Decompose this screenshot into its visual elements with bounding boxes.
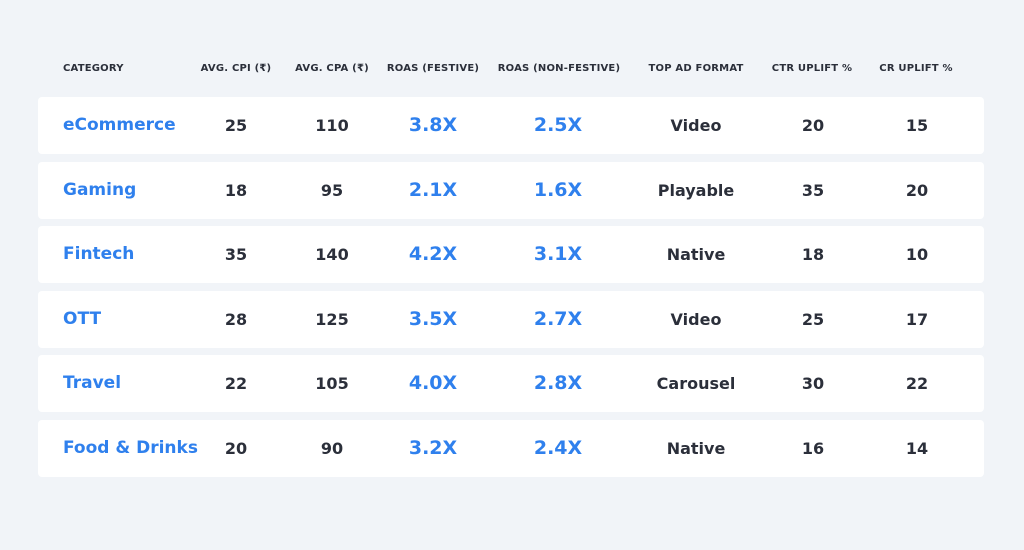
- cr-uplift-cell: 14: [905, 439, 929, 458]
- cpi-cell: 25: [224, 116, 248, 135]
- cr-uplift-cell: 20: [905, 181, 929, 200]
- header-avg-cpa: AVG. CPA (₹): [295, 63, 369, 74]
- roas-festive-cell: 3.8X: [408, 114, 458, 136]
- ad-format-cell: Native: [666, 439, 726, 458]
- roas-non-festive-cell: 2.7X: [533, 308, 583, 330]
- cpi-cell: 28: [224, 310, 248, 329]
- cpa-cell: 95: [320, 181, 344, 200]
- roas-non-festive-cell: 2.5X: [533, 114, 583, 136]
- ctr-uplift-cell: 16: [801, 439, 825, 458]
- category-cell: Fintech: [63, 244, 135, 264]
- cpi-cell: 35: [224, 245, 248, 264]
- roas-festive-cell: 2.1X: [408, 179, 458, 201]
- cpa-cell: 90: [320, 439, 344, 458]
- cr-uplift-cell: 22: [905, 374, 929, 393]
- roas-festive-cell: 3.5X: [408, 308, 458, 330]
- ad-format-cell: Video: [670, 310, 722, 329]
- header-roas-non-festive: ROAS (NON-FESTIVE): [497, 63, 621, 74]
- ctr-uplift-cell: 20: [801, 116, 825, 135]
- table-header: CATEGORY AVG. CPI (₹) AVG. CPA (₹) ROAS …: [38, 56, 984, 82]
- roas-non-festive-cell: 3.1X: [533, 243, 583, 265]
- ctr-uplift-cell: 35: [801, 181, 825, 200]
- cpa-cell: 140: [315, 245, 349, 264]
- table-row: Gaming 18 95 2.1X 1.6X Playable 35 20: [38, 162, 984, 219]
- cpi-cell: 20: [224, 439, 248, 458]
- header-roas-festive: ROAS (FESTIVE): [386, 63, 480, 74]
- ad-format-cell: Native: [666, 245, 726, 264]
- roas-non-festive-cell: 2.4X: [533, 437, 583, 459]
- header-avg-cpi: AVG. CPI (₹): [200, 63, 272, 74]
- ad-format-cell: Video: [670, 116, 722, 135]
- cr-uplift-cell: 10: [905, 245, 929, 264]
- roas-non-festive-cell: 1.6X: [533, 179, 583, 201]
- table-row: eCommerce 25 110 3.8X 2.5X Video 20 15: [38, 97, 984, 154]
- header-top-ad-format: TOP AD FORMAT: [648, 63, 744, 74]
- cpa-cell: 110: [315, 116, 349, 135]
- category-cell: eCommerce: [63, 115, 176, 135]
- category-cell: OTT: [63, 309, 102, 329]
- cr-uplift-cell: 15: [905, 116, 929, 135]
- table-row: Travel 22 105 4.0X 2.8X Carousel 30 22: [38, 355, 984, 412]
- cpi-cell: 18: [224, 181, 248, 200]
- header-ctr-uplift: CTR UPLIFT %: [771, 63, 853, 74]
- cpa-cell: 125: [315, 310, 349, 329]
- roas-non-festive-cell: 2.8X: [533, 372, 583, 394]
- category-cell: Gaming: [63, 180, 137, 200]
- header-category: CATEGORY: [63, 63, 124, 74]
- cpi-cell: 22: [224, 374, 248, 393]
- ad-format-cell: Playable: [657, 181, 735, 200]
- cr-uplift-cell: 17: [905, 310, 929, 329]
- roas-festive-cell: 3.2X: [408, 437, 458, 459]
- category-cell: Travel: [63, 373, 122, 393]
- category-cell: Food & Drinks: [63, 438, 198, 458]
- ctr-uplift-cell: 30: [801, 374, 825, 393]
- roas-festive-cell: 4.2X: [408, 243, 458, 265]
- cpa-cell: 105: [315, 374, 349, 393]
- table-row: Fintech 35 140 4.2X 3.1X Native 18 10: [38, 226, 984, 283]
- ctr-uplift-cell: 18: [801, 245, 825, 264]
- ad-format-cell: Carousel: [656, 374, 736, 393]
- table-row: OTT 28 125 3.5X 2.7X Video 25 17: [38, 291, 984, 348]
- header-cr-uplift: CR UPLIFT %: [879, 63, 953, 74]
- roas-festive-cell: 4.0X: [408, 372, 458, 394]
- table-row: Food & Drinks 20 90 3.2X 2.4X Native 16 …: [38, 420, 984, 477]
- ctr-uplift-cell: 25: [801, 310, 825, 329]
